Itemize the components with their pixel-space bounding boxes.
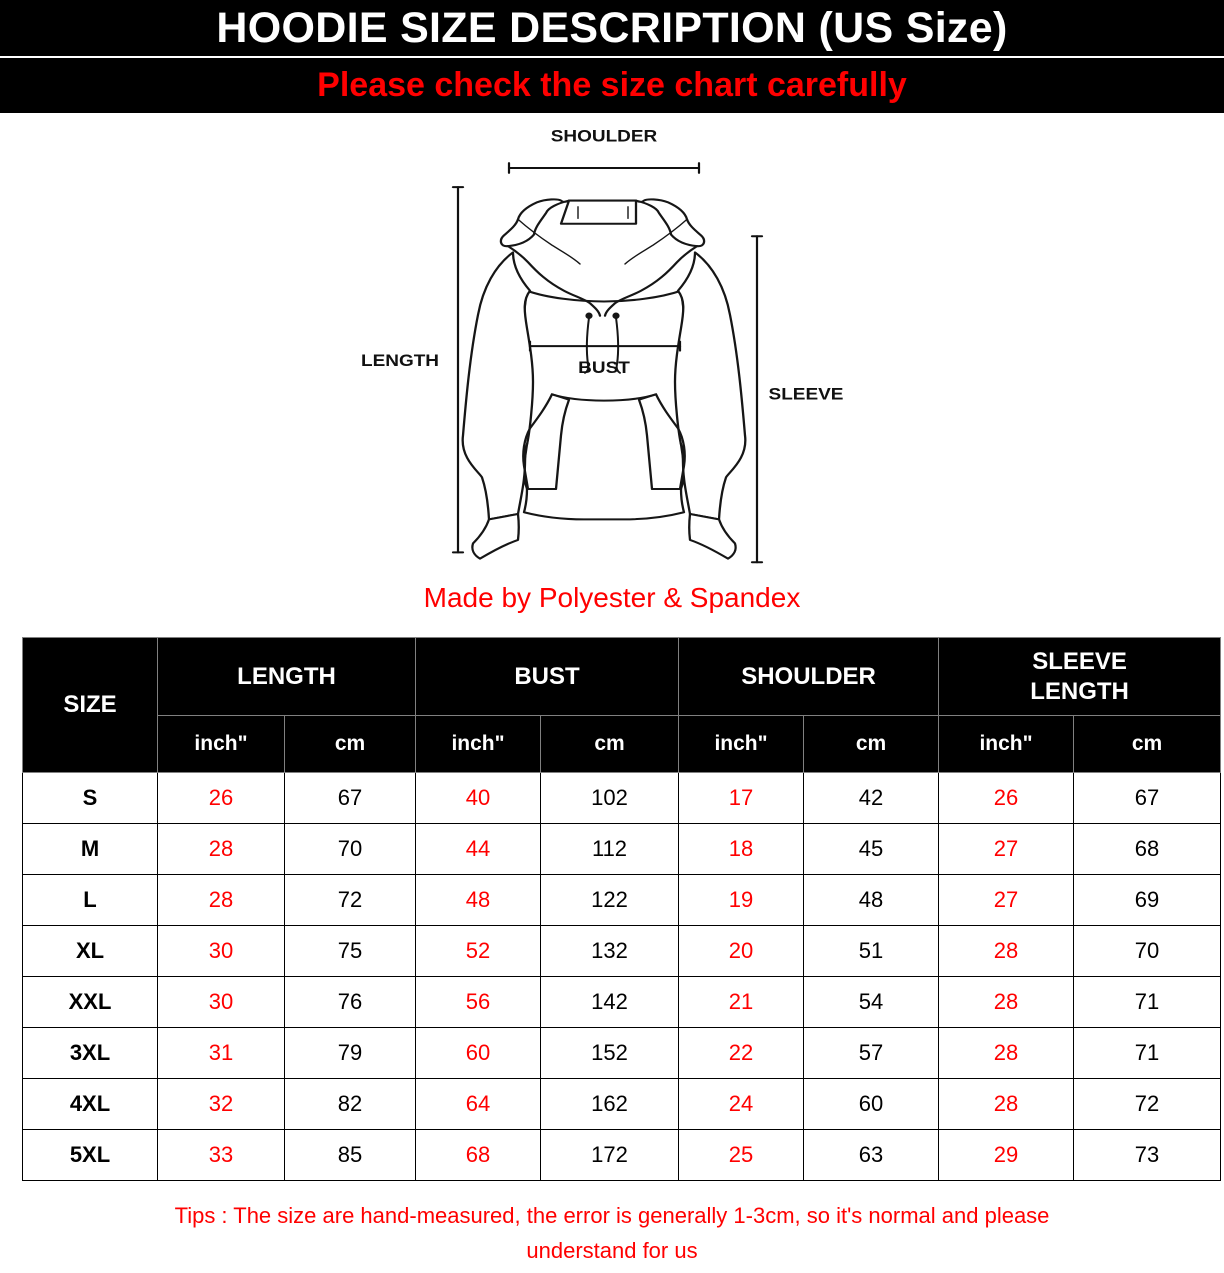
svg-text:SLEEVE: SLEEVE — [769, 385, 844, 404]
svg-text:BUST: BUST — [578, 358, 630, 377]
svg-text:SHOULDER: SHOULDER — [551, 127, 658, 146]
svg-text:LENGTH: LENGTH — [361, 351, 439, 370]
